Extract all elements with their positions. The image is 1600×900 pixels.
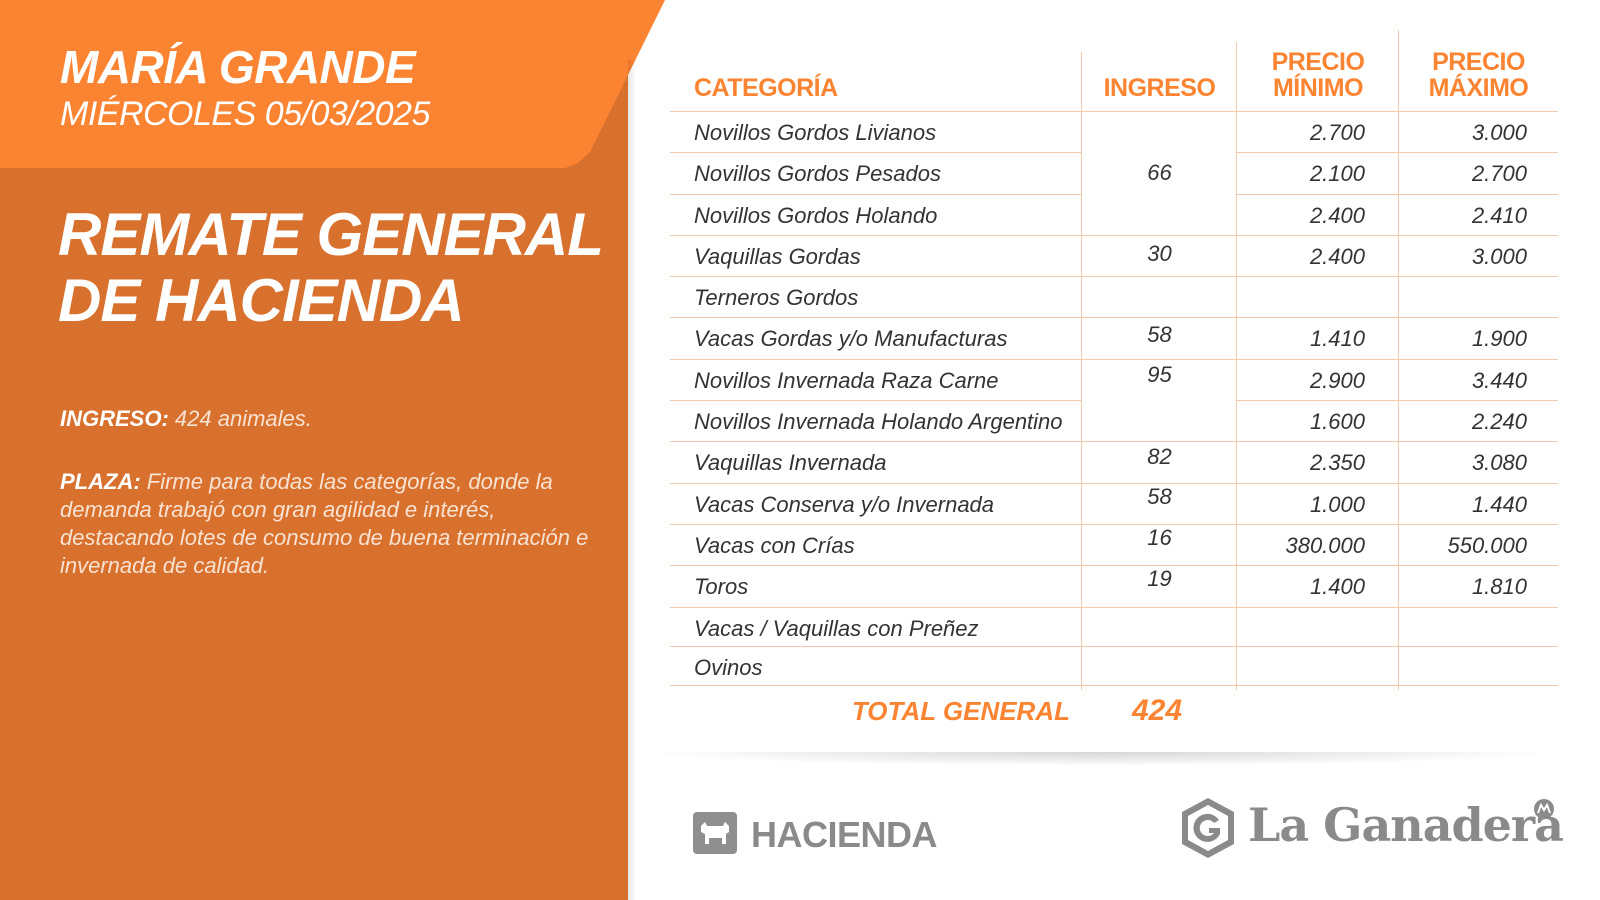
column-divider: [1081, 52, 1082, 690]
table-row: Vacas Conserva y/o Invernada 1.000 1.440: [670, 484, 1558, 525]
cow-icon: [693, 812, 737, 854]
cell-precio-minimo: 1.410: [1309, 326, 1365, 352]
merged-cell-mask: [1082, 399, 1236, 401]
cell-precio-minimo: 1.400: [1309, 574, 1365, 600]
cell-ingreso: 82: [1147, 444, 1172, 469]
cell-categoria: Vaquillas Gordas: [694, 243, 861, 269]
cell-ingreso: 16: [1147, 525, 1172, 550]
event-title: REMATE GENERAL DE HACIENDA: [58, 201, 604, 334]
cell-precio-minimo: 2.350: [1309, 450, 1365, 476]
total-row: TOTAL GENERAL 424: [670, 694, 1558, 736]
summary-plaza-label: PLAZA:: [60, 469, 141, 494]
cell-categoria: Novillos Invernada Raza Carne: [694, 367, 999, 393]
summary-ingreso: INGRESO: 424 animales.: [60, 406, 600, 432]
brand-name: La Ganadera: [1248, 798, 1564, 852]
header-precio-maximo-line2: MÁXIMO: [1428, 74, 1529, 102]
cell-precio-maximo: 2.410: [1471, 202, 1527, 228]
cell-precio-maximo: 1.440: [1471, 491, 1527, 517]
cell-precio-minimo: 2.700: [1309, 120, 1365, 145]
header-categoria: CATEGORÍA: [694, 74, 838, 102]
table-row: Toros 1.400 1.810: [670, 566, 1558, 608]
table-row: Vacas con Crías 380.000 550.000: [670, 525, 1558, 567]
cell-precio-maximo: 3.080: [1471, 450, 1527, 476]
total-value: 424: [1132, 694, 1183, 727]
cell-precio-minimo: 2.100: [1309, 161, 1365, 187]
cell-categoria: Novillos Gordos Livianos: [694, 120, 937, 145]
price-table: CATEGORÍA INGRESO PRECIO MÍNIMO PRECIO M…: [670, 30, 1558, 690]
cell-ingreso: 30: [1147, 241, 1172, 266]
summary-plaza-text: Firme para todas las categorías, donde l…: [60, 469, 589, 578]
cell-ingreso: 66: [1147, 160, 1172, 185]
column-divider: [1398, 30, 1399, 690]
cell-categoria: Toros: [694, 574, 749, 600]
cell-precio-minimo: 1.000: [1309, 491, 1365, 517]
table-row: Novillos Gordos Holando 2.400 2.410: [670, 195, 1558, 236]
cell-categoria: Terneros Gordos: [694, 285, 859, 311]
cell-precio-minimo: 2.400: [1309, 243, 1365, 269]
table-row: Vaquillas Invernada 2.350 3.080: [670, 442, 1558, 484]
cell-ingreso: 58: [1147, 484, 1172, 509]
cell-categoria: Vacas con Crías: [694, 532, 855, 558]
top-banner: [0, 0, 665, 168]
header-precio-minimo-line2: MÍNIMO: [1272, 74, 1364, 102]
cell-precio-maximo: 3.000: [1471, 120, 1527, 145]
table-row: Novillos Gordos Livianos 2.700 3.000: [670, 112, 1558, 154]
cell-precio-maximo: 1.810: [1471, 574, 1527, 600]
cell-categoria: Vaquillas Invernada: [694, 450, 887, 476]
cell-precio-maximo: 2.700: [1471, 161, 1527, 187]
table-row: Novillos Invernada Holando Argentino 1.60…: [670, 401, 1558, 443]
g-shield-icon: [1176, 796, 1240, 860]
cell-categoria: Vacas Gordas y/o Manufacturas: [694, 326, 1008, 352]
cell-precio-maximo: 550.000: [1447, 532, 1527, 558]
summary-ingreso-text: 424 animales.: [168, 406, 312, 431]
merged-cell-mask: [1082, 152, 1236, 154]
hacienda-label: HACIENDA: [751, 814, 938, 855]
cell-precio-minimo: 2.900: [1309, 367, 1365, 393]
merged-cell-mask: [1082, 193, 1236, 195]
brand-mark-sup-icon: [1533, 798, 1555, 820]
header-precio-maximo: PRECIO MÁXIMO: [1399, 49, 1558, 101]
header-precio-minimo-line1: PRECIO: [1271, 48, 1365, 76]
brand-logo: La Ganadera: [1176, 796, 1564, 860]
cell-ingreso: 95: [1147, 362, 1172, 387]
cell-precio-minimo: 380.000: [1285, 532, 1365, 558]
cell-ingreso: 58: [1147, 322, 1172, 347]
cell-categoria: Novillos Gordos Holando: [694, 202, 938, 228]
cell-categoria: Vacas / Vaquillas con Preñez: [694, 615, 979, 641]
event-date: MIÉRCOLES 05/03/2025: [60, 95, 430, 133]
event-title-line2: DE HACIENDA: [58, 267, 465, 334]
header-ingreso: INGRESO: [1103, 74, 1216, 102]
total-label: TOTAL GENERAL: [851, 696, 1070, 726]
table-row: Vacas / Vaquillas con Preñez: [670, 608, 1558, 647]
cell-categoria: Novillos Gordos Pesados: [694, 161, 942, 187]
cell-ingreso: 19: [1147, 566, 1172, 591]
event-title-line1: REMATE GENERAL: [58, 201, 604, 268]
cell-precio-maximo: 1.900: [1471, 326, 1527, 352]
column-divider: [1236, 42, 1237, 690]
cell-precio-maximo: 2.240: [1471, 409, 1527, 435]
footer-divider: [640, 752, 1560, 766]
panel-shadow: [628, 60, 636, 900]
location-title: MARÍA GRANDE: [60, 41, 416, 93]
summary-ingreso-label: INGRESO:: [60, 406, 169, 431]
cell-precio-minimo: 2.400: [1309, 202, 1365, 228]
header-precio-maximo-line1: PRECIO: [1432, 48, 1525, 76]
cell-precio-maximo: 3.440: [1471, 367, 1527, 393]
table-row: Vaquillas Gordas 2.400 3.000: [670, 236, 1558, 278]
cell-precio-maximo: 3.000: [1471, 243, 1527, 269]
cell-categoria: Novillos Invernada Holando Argentino: [694, 409, 1063, 435]
table-header: CATEGORÍA INGRESO PRECIO MÍNIMO PRECIO M…: [670, 30, 1558, 112]
summary-plaza: PLAZA: Firme para todas las categorías, …: [60, 468, 600, 580]
table-row: Ovinos: [670, 647, 1558, 686]
cell-precio-minimo: 1.600: [1309, 409, 1365, 435]
table-body: Novillos Gordos Livianos 2.700 3.000 Novil…: [670, 30, 1558, 690]
cell-categoria: Ovinos: [694, 654, 763, 680]
table-row: Terneros Gordos: [670, 277, 1558, 319]
cell-categoria: Vacas Conserva y/o Invernada: [694, 491, 995, 517]
table-row: Vacas Gordas y/o Manufacturas 1.410 1.900: [670, 318, 1558, 360]
header-precio-minimo: PRECIO MÍNIMO: [1237, 49, 1399, 101]
